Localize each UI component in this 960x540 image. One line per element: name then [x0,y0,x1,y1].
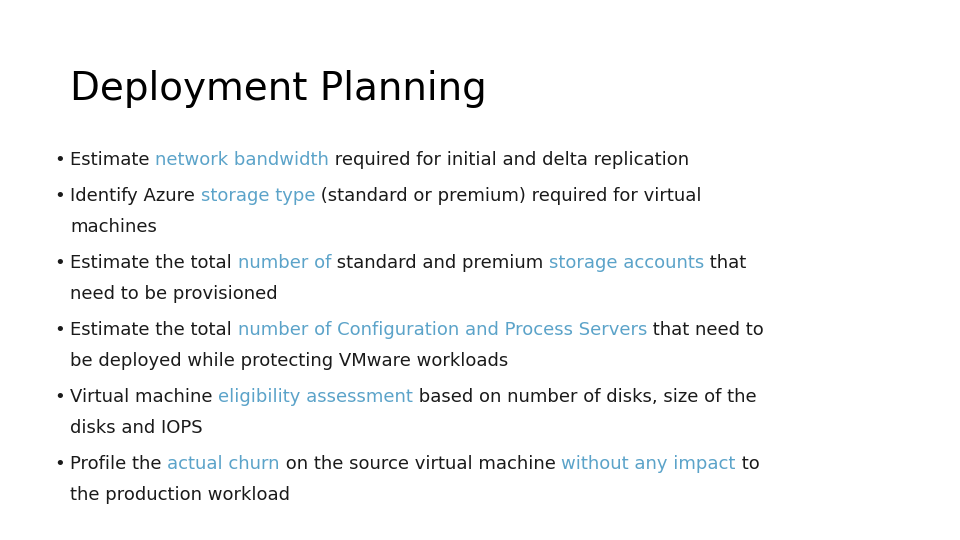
Text: be deployed while protecting VMware workloads: be deployed while protecting VMware work… [70,352,509,370]
Text: •: • [55,388,65,406]
Text: Identify Azure: Identify Azure [70,187,201,205]
Text: need to be provisioned: need to be provisioned [70,285,277,303]
Text: storage type: storage type [201,187,315,205]
Text: Estimate the total: Estimate the total [70,321,237,339]
Text: number of Configuration and Process Servers: number of Configuration and Process Serv… [237,321,647,339]
Text: eligibility assessment: eligibility assessment [218,388,413,406]
Text: on the source virtual machine: on the source virtual machine [279,455,562,473]
Text: •: • [55,455,65,473]
Text: number of: number of [237,254,331,272]
Text: without any impact: without any impact [562,455,735,473]
Text: machines: machines [70,218,156,236]
Text: storage accounts: storage accounts [549,254,705,272]
Text: based on number of disks, size of the: based on number of disks, size of the [413,388,756,406]
Text: standard and premium: standard and premium [331,254,549,272]
Text: •: • [55,254,65,272]
Text: Profile the: Profile the [70,455,167,473]
Text: required for initial and delta replication: required for initial and delta replicati… [329,151,689,169]
Text: Virtual machine: Virtual machine [70,388,218,406]
Text: actual churn: actual churn [167,455,279,473]
Text: Deployment Planning: Deployment Planning [70,70,487,108]
Text: network bandwidth: network bandwidth [156,151,329,169]
Text: (standard or premium) required for virtual: (standard or premium) required for virtu… [315,187,702,205]
Text: Estimate: Estimate [70,151,156,169]
Text: to: to [735,455,759,473]
Text: Estimate the total: Estimate the total [70,254,237,272]
Text: that need to: that need to [647,321,764,339]
Text: that: that [705,254,747,272]
Text: •: • [55,321,65,339]
Text: •: • [55,187,65,205]
Text: the production workload: the production workload [70,486,290,504]
Text: disks and IOPS: disks and IOPS [70,419,203,437]
Text: •: • [55,151,65,169]
